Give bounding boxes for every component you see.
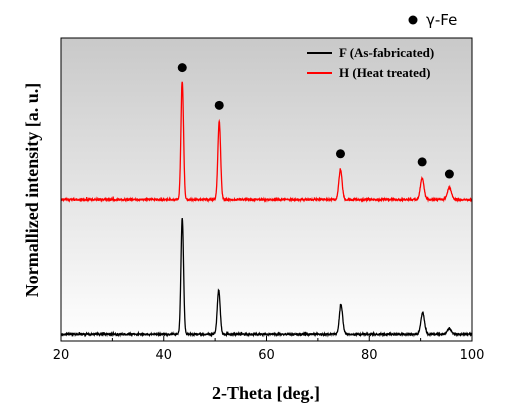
series-line-heat-treated [60,81,473,203]
series-line-as-fabricated [60,218,473,338]
gamma-fe-peak-marker [335,149,345,159]
gamma-fe-peak-marker [177,63,187,73]
x-tick-label: 60 [258,348,275,363]
series-layer [60,81,473,338]
y-axis-title: Normallized intensity [a. u.] [22,83,42,297]
plot-area [61,38,472,341]
x-tick-label: 20 [53,348,70,363]
peak-markers [177,63,454,179]
gamma-fe-peak-marker [444,169,454,179]
x-tick-label: 40 [155,348,172,363]
legend-label-f: F (As-fabricated) [339,45,434,60]
legend: F (As-fabricated) H (Heat treated) [307,45,434,80]
x-tick-label: 80 [361,348,378,363]
x-tick-label: 100 [460,348,485,363]
gamma-fe-legend-label: γ-Fe [426,11,457,29]
gamma-fe-legend-marker [408,15,418,25]
x-axis: 20 40 60 80 100 [53,336,485,363]
x-axis-title: 2-Theta [deg.] [212,383,320,403]
gamma-fe-peak-marker [417,157,427,167]
gamma-fe-peak-marker [214,100,224,110]
legend-label-h: H (Heat treated) [339,65,430,80]
